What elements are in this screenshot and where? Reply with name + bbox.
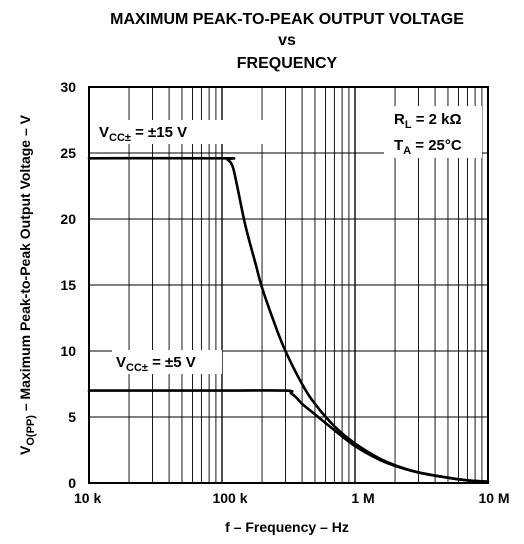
chart-title-line-1: MAXIMUM PEAK-TO-PEAK OUTPUT VOLTAGE bbox=[110, 11, 464, 28]
chart-title: MAXIMUM PEAK-TO-PEAK OUTPUT VOLTAGE vs FRE… bbox=[110, 11, 464, 72]
conditions-box bbox=[384, 106, 482, 158]
plot-frame bbox=[88, 86, 489, 484]
series-label-background bbox=[112, 350, 222, 374]
x-tick-label: 1 M bbox=[351, 490, 374, 506]
y-tick-label: 15 bbox=[60, 277, 76, 293]
chart-title-line-3: FREQUENCY bbox=[237, 55, 338, 72]
series-lines bbox=[87, 156, 490, 483]
y-tick-label: 25 bbox=[60, 145, 76, 161]
y-tick-label: 30 bbox=[60, 79, 76, 95]
load-resistance-label: RL = 2 kΩ bbox=[394, 111, 462, 131]
x-tick-label: 10 k bbox=[74, 490, 101, 506]
series-label-1: VCC± = ±15 V bbox=[99, 124, 187, 144]
y-tick-label: 5 bbox=[68, 409, 76, 425]
ambient-temperature-label: TA = 25°C bbox=[394, 137, 462, 157]
y-tick-labels: 0 5 10 15 20 25 30 bbox=[60, 79, 76, 491]
x-tick-labels: 10 k 100 k 1 M 10 M bbox=[74, 490, 510, 506]
x-axis-label: f – Frequency – Hz bbox=[225, 519, 349, 535]
grid bbox=[88, 86, 489, 484]
y-tick-label: 0 bbox=[68, 475, 76, 491]
y-tick-label: 20 bbox=[60, 211, 76, 227]
series-label-background bbox=[95, 120, 265, 144]
series-line-2 bbox=[87, 389, 490, 483]
x-tick-label: 10 M bbox=[478, 490, 509, 506]
chart-title-line-2: vs bbox=[278, 32, 296, 49]
series-labels: VCC± = ±15 V VCC± = ±5 V bbox=[95, 120, 265, 374]
series-line-1 bbox=[87, 156, 490, 483]
y-axis-label: VO(PP) – Maximum Peak-to-Peak Output Vol… bbox=[17, 114, 37, 455]
x-tick-label: 100 k bbox=[212, 490, 247, 506]
y-tick-label: 10 bbox=[60, 343, 76, 359]
series-label-2: VCC± = ±5 V bbox=[116, 354, 196, 374]
